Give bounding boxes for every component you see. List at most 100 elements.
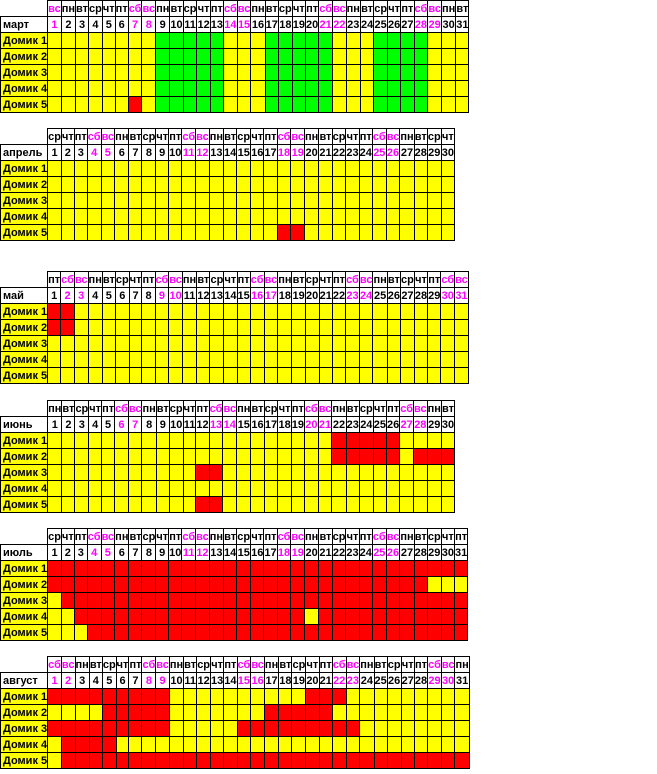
free-day-cell[interactable] [114,351,130,368]
free-day-cell[interactable] [47,704,62,721]
free-day-cell[interactable] [182,448,197,465]
booked-day-cell[interactable] [208,496,224,513]
free-day-cell[interactable] [413,480,428,497]
free-day-cell[interactable] [413,303,429,320]
free-day-cell[interactable] [318,224,333,241]
booked-day-cell[interactable] [359,752,375,769]
free-day-cell[interactable] [154,367,170,384]
free-day-cell[interactable] [426,176,442,193]
free-day-cell[interactable] [60,32,77,49]
free-day-cell[interactable] [331,176,347,193]
booked-day-cell[interactable] [304,624,320,641]
free-day-cell[interactable] [358,335,374,352]
free-day-cell[interactable] [413,208,428,225]
free-day-cell[interactable] [88,704,103,721]
booked-day-cell[interactable] [60,592,75,609]
free-day-cell[interactable] [317,480,333,497]
free-day-cell[interactable] [263,736,280,753]
booked-day-cell[interactable] [250,560,265,577]
booked-day-cell[interactable] [168,576,183,593]
free-day-cell[interactable] [114,80,129,97]
booked-day-cell[interactable] [372,432,387,449]
free-day-cell[interactable] [73,224,88,241]
booked-day-cell[interactable] [385,592,401,609]
highlighted-day-cell[interactable] [209,32,224,49]
booked-day-cell[interactable] [304,560,320,577]
free-day-cell[interactable] [209,303,225,320]
free-day-cell[interactable] [128,208,143,225]
booked-day-cell[interactable] [74,752,90,769]
free-day-cell[interactable] [318,319,333,336]
free-day-cell[interactable] [47,176,62,193]
free-day-cell[interactable] [181,319,198,336]
highlighted-day-cell[interactable] [318,80,334,97]
free-day-cell[interactable] [318,351,333,368]
free-day-cell[interactable] [427,64,442,81]
booked-day-cell[interactable] [331,688,347,705]
free-day-cell[interactable] [141,496,157,513]
booked-day-cell[interactable] [100,576,116,593]
free-day-cell[interactable] [114,96,129,113]
booked-day-cell[interactable] [168,608,183,625]
booked-day-cell[interactable] [60,560,75,577]
booked-day-cell[interactable] [101,688,117,705]
free-day-cell[interactable] [359,96,375,113]
free-day-cell[interactable] [358,351,374,368]
free-day-cell[interactable] [385,160,401,177]
highlighted-day-cell[interactable] [155,96,171,113]
booked-day-cell[interactable] [304,592,320,609]
booked-day-cell[interactable] [331,720,347,737]
booked-day-cell[interactable] [73,560,88,577]
free-day-cell[interactable] [128,176,143,193]
booked-day-cell[interactable] [141,688,157,705]
highlighted-day-cell[interactable] [277,48,293,65]
free-day-cell[interactable] [73,160,88,177]
booked-day-cell[interactable] [155,608,170,625]
booked-day-cell[interactable] [196,752,212,769]
free-day-cell[interactable] [331,351,347,368]
free-day-cell[interactable] [249,351,265,368]
free-day-cell[interactable] [73,367,89,384]
booked-day-cell[interactable] [250,624,265,641]
free-day-cell[interactable] [141,367,156,384]
booked-day-cell[interactable] [128,720,143,737]
free-day-cell[interactable] [291,335,306,352]
booked-day-cell[interactable] [358,448,374,465]
free-day-cell[interactable] [277,303,293,320]
free-day-cell[interactable] [47,64,62,81]
free-day-cell[interactable] [440,96,457,113]
free-day-cell[interactable] [249,335,265,352]
free-day-cell[interactable] [277,367,293,384]
booked-day-cell[interactable] [88,752,103,769]
free-day-cell[interactable] [168,480,184,497]
free-day-cell[interactable] [249,319,265,336]
booked-day-cell[interactable] [278,752,293,769]
booked-day-cell[interactable] [331,592,347,609]
free-day-cell[interactable] [250,496,265,513]
free-day-cell[interactable] [249,367,265,384]
booked-day-cell[interactable] [345,560,360,577]
free-day-cell[interactable] [385,464,401,481]
free-day-cell[interactable] [222,448,238,465]
booked-day-cell[interactable] [400,752,415,769]
free-day-cell[interactable] [371,176,387,193]
free-day-cell[interactable] [332,96,347,113]
free-day-cell[interactable] [290,176,306,193]
booked-day-cell[interactable] [168,560,183,577]
free-day-cell[interactable] [331,367,347,384]
free-day-cell[interactable] [332,80,347,97]
booked-day-cell[interactable] [60,720,76,737]
free-day-cell[interactable] [263,480,279,497]
free-day-cell[interactable] [250,688,265,705]
highlighted-day-cell[interactable] [387,64,402,81]
free-day-cell[interactable] [47,432,63,449]
free-day-cell[interactable] [236,688,252,705]
free-day-cell[interactable] [372,319,388,336]
booked-day-cell[interactable] [181,576,197,593]
free-day-cell[interactable] [345,351,360,368]
booked-day-cell[interactable] [358,576,373,593]
booked-day-cell[interactable] [413,560,428,577]
free-day-cell[interactable] [236,224,252,241]
free-day-cell[interactable] [263,303,279,320]
booked-day-cell[interactable] [181,560,197,577]
